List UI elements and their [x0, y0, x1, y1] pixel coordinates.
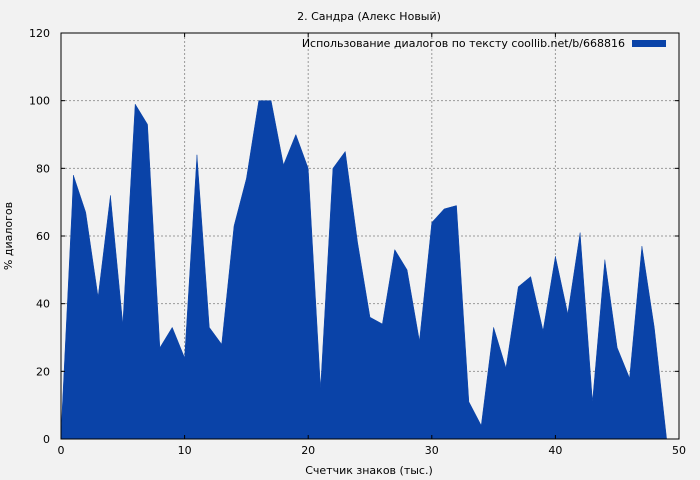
y-tick-label: 20 [36, 365, 50, 378]
x-tick-label: 40 [548, 444, 562, 457]
plot-frame [60, 32, 680, 440]
series-area [60, 100, 667, 440]
legend-swatch [632, 40, 666, 47]
y-axis: 0 20 40 60 80 100 120 [29, 27, 679, 446]
x-tick-label: 30 [425, 444, 439, 457]
y-tick-label: 100 [29, 95, 50, 108]
x-tick-label: 50 [672, 444, 686, 457]
legend: Использование диалогов по тексту coollib… [302, 37, 666, 50]
x-tick-label: 10 [178, 444, 192, 457]
x-tick-label: 20 [301, 444, 315, 457]
y-tick-label: 0 [43, 433, 50, 446]
x-axis: 0 10 20 30 40 50 [58, 33, 686, 457]
legend-entry-label: Использование диалогов по тексту coollib… [302, 37, 625, 50]
y-tick-label: 40 [36, 298, 50, 311]
y-axis-label: % диалогов [2, 202, 15, 270]
chart-title: 2. Сандра (Алекс Новый) [297, 10, 441, 23]
y-tick-label: 120 [29, 27, 50, 40]
y-tick-label: 60 [36, 230, 50, 243]
x-axis-label: Счетчик знаков (тыс.) [305, 464, 433, 477]
x-tick-label: 0 [58, 444, 65, 457]
y-tick-label: 80 [36, 162, 50, 175]
